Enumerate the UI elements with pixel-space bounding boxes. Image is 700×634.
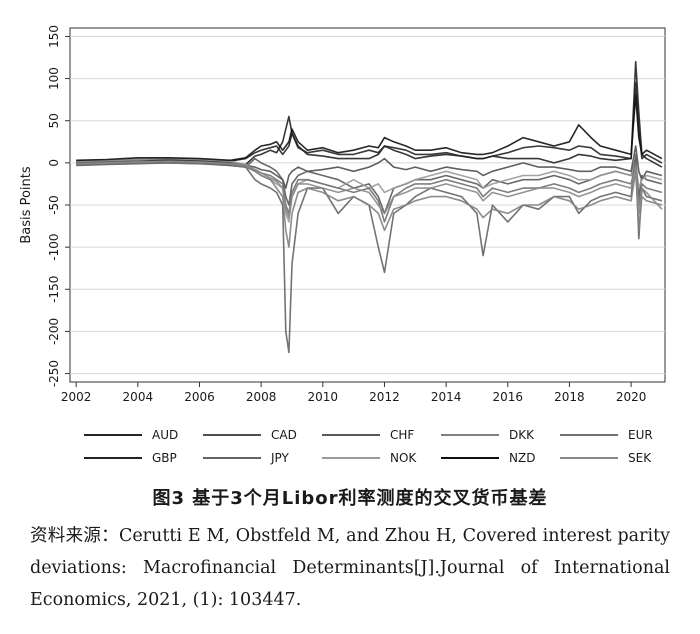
legend-label-cad: CAD xyxy=(271,428,297,442)
x-tick-label: 2004 xyxy=(123,390,154,404)
source-note: 资料来源：Cerutti E M, Obstfeld M, and Zhou H… xyxy=(30,520,670,616)
x-tick-label: 2008 xyxy=(246,390,277,404)
legend-label-dkk: DKK xyxy=(509,428,535,442)
y-tick-label: -250 xyxy=(47,360,61,387)
x-tick-label: 2006 xyxy=(184,390,215,404)
series-line-cad xyxy=(76,145,663,189)
y-tick-label: -200 xyxy=(47,318,61,345)
series-line-gbp xyxy=(76,60,663,168)
x-tick-label: 2014 xyxy=(431,390,462,404)
x-tick-label: 2020 xyxy=(616,390,647,404)
series-line-jpy xyxy=(76,153,663,354)
y-tick-label: 50 xyxy=(47,113,61,128)
series-line-sek xyxy=(76,160,663,219)
legend-label-aud: AUD xyxy=(152,428,178,442)
series-line-aud xyxy=(76,82,663,164)
series-line-dkk xyxy=(76,161,663,248)
x-tick-label: 2010 xyxy=(308,390,339,404)
y-tick-label: 0 xyxy=(47,159,61,167)
legend-label-nzd: NZD xyxy=(509,451,535,465)
legend-label-sek: SEK xyxy=(628,451,652,465)
y-axis-label: Basis Points xyxy=(19,166,34,243)
y-tick-label: 150 xyxy=(47,25,61,48)
figure-caption: 图3 基于3个月Libor利率测度的交叉货币基差 xyxy=(152,488,548,509)
series-line-nzd xyxy=(76,94,663,162)
source-text: Cerutti E M, Obstfeld M, and Zhou H, Cov… xyxy=(30,526,670,610)
legend-label-jpy: JPY xyxy=(270,451,290,465)
y-tick-label: -50 xyxy=(47,195,61,215)
y-tick-label: -150 xyxy=(47,276,61,303)
x-tick-label: 2018 xyxy=(554,390,585,404)
legend-label-nok: NOK xyxy=(390,451,417,465)
legend-label-gbp: GBP xyxy=(152,451,177,465)
x-tick-label: 2002 xyxy=(61,390,92,404)
legend-label-chf: CHF xyxy=(390,428,414,442)
y-tick-label: -100 xyxy=(47,234,61,261)
source-prefix: 资料来源： xyxy=(30,526,119,546)
x-tick-label: 2012 xyxy=(369,390,400,404)
x-tick-label: 2016 xyxy=(492,390,523,404)
legend-label-eur: EUR xyxy=(628,428,653,442)
y-tick-label: 100 xyxy=(47,67,61,90)
